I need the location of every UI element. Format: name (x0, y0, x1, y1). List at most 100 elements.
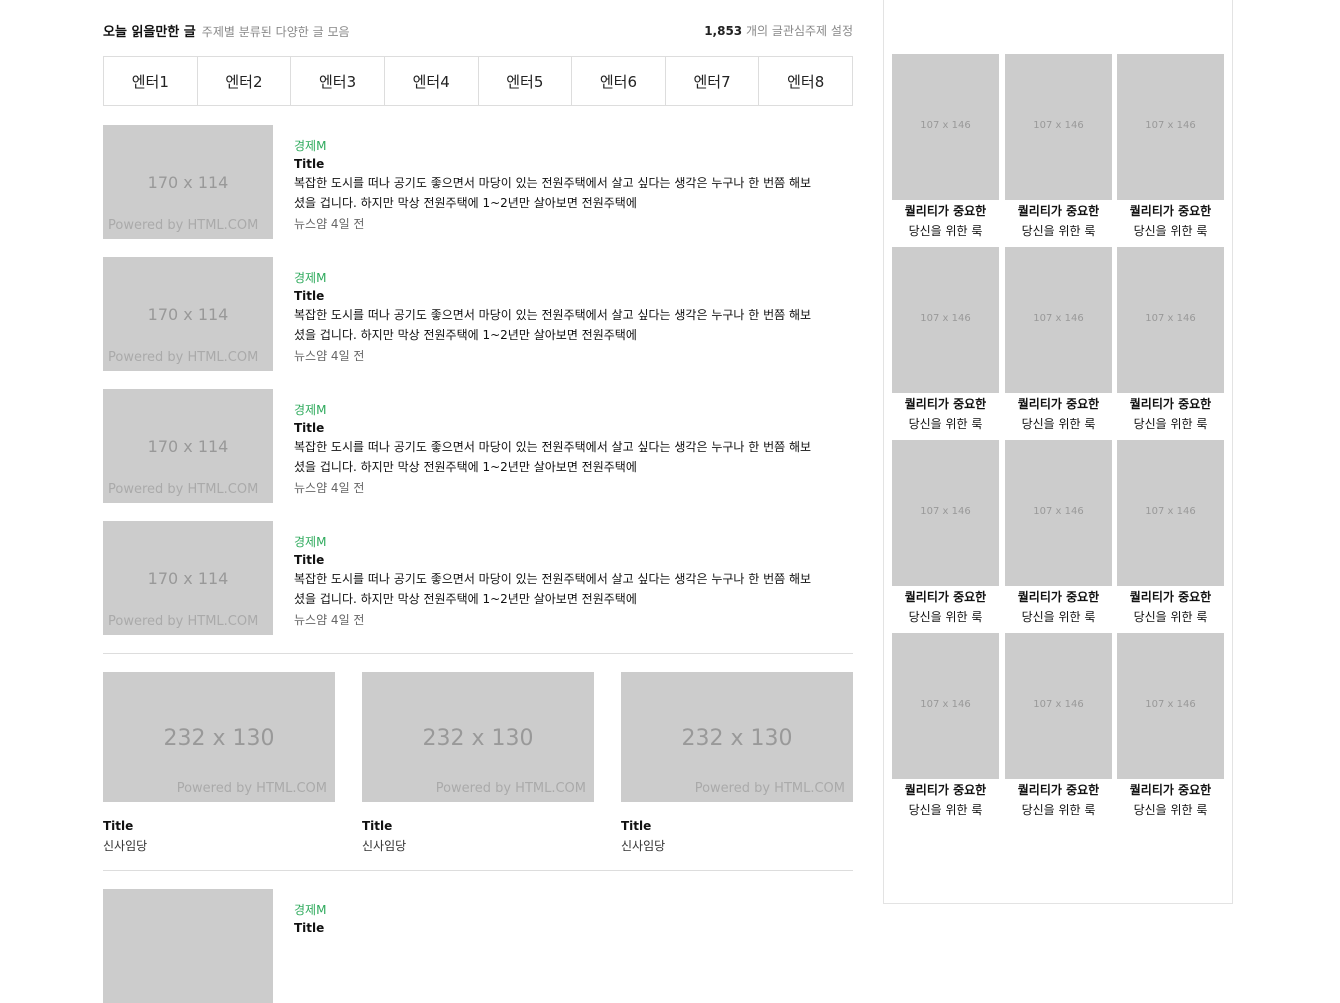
article-description: 복잡한 도시를 떠나 공기도 좋으면서 마당이 있는 전원주택에서 살고 싶다는… (294, 572, 812, 606)
article-title[interactable]: Title (294, 157, 325, 171)
divider (103, 653, 853, 654)
book-item[interactable]: 107 x 146 퀄리티가 중요한 당신을 위한 룩 (892, 247, 999, 434)
section-title: 오늘 읽을만한 글 (103, 25, 196, 40)
image-size-label: 107 x 146 (1145, 120, 1196, 131)
powered-label: Powered by HTML.COM (694, 781, 845, 796)
book-cover: 107 x 146 (1117, 247, 1224, 393)
article-item[interactable]: 170 x 114 Powered by HTML.COM 경제M Title 복… (103, 125, 853, 239)
book-item[interactable]: 107 x 146 퀄리티가 중요한 당신을 위한 룩 (892, 633, 999, 820)
image-size-label: 107 x 146 (1145, 699, 1196, 710)
card-item[interactable]: 232 x 130 Powered by HTML.COM Title 신사임당 (362, 672, 594, 856)
book-title-line2: 당신을 위한 룩 (1133, 224, 1208, 238)
book-cover: 107 x 146 (892, 247, 999, 393)
article-thumbnail: 170 x 114 Powered by HTML.COM (103, 125, 273, 239)
book-item[interactable]: 107 x 146 퀄리티가 중요한 당신을 위한 룩 (1117, 633, 1224, 820)
book-title-line1: 퀄리티가 중요한 (1129, 783, 1212, 797)
article-title[interactable]: Title (294, 921, 325, 935)
article-category: 경제M (294, 271, 327, 285)
book-cover: 107 x 146 (1117, 54, 1224, 200)
tab-7[interactable]: 엔터7 (666, 57, 760, 105)
card-title[interactable]: Title (362, 819, 393, 833)
article-title[interactable]: Title (294, 289, 325, 303)
image-size-label: 107 x 146 (920, 120, 971, 131)
article-thumbnail: 170 x 114 Powered by HTML.COM (103, 521, 273, 635)
book-item[interactable]: 107 x 146 퀄리티가 중요한 당신을 위한 룩 (1117, 247, 1224, 434)
image-size-label: 232 x 130 (422, 726, 534, 751)
tab-2[interactable]: 엔터2 (198, 57, 292, 105)
book-item[interactable]: 107 x 146 퀄리티가 중요한 당신을 위한 룩 (1117, 440, 1224, 627)
book-title-line1: 퀄리티가 중요한 (1129, 590, 1212, 604)
divider (103, 870, 853, 871)
article-meta: 뉴스얌 4일 전 (294, 349, 365, 363)
article-title[interactable]: Title (294, 553, 325, 567)
article-thumbnail (103, 889, 273, 1003)
powered-label: Powered by HTML.COM (108, 482, 259, 497)
image-size-label: 107 x 146 (1033, 699, 1084, 710)
book-title-line2: 당신을 위한 룩 (1021, 803, 1096, 817)
image-size-label: 107 x 146 (920, 699, 971, 710)
article-meta: 뉴스얌 4일 전 (294, 481, 365, 495)
book-title-line1: 퀄리티가 중요한 (1129, 397, 1212, 411)
book-item[interactable]: 107 x 146 퀄리티가 중요한 당신을 위한 룩 (1005, 440, 1112, 627)
book-title-line1: 퀄리티가 중요한 (904, 590, 987, 604)
image-size-label: 170 x 114 (147, 305, 229, 324)
article-item[interactable]: 170 x 114 Powered by HTML.COM 경제M Title 복… (103, 257, 853, 371)
article-item[interactable]: 170 x 114 Powered by HTML.COM 경제M Title 복… (103, 389, 853, 503)
book-item[interactable]: 107 x 146 퀄리티가 중요한 당신을 위한 룩 (892, 54, 999, 241)
article-description: 복잡한 도시를 떠나 공기도 좋으면서 마당이 있는 전원주택에서 살고 싶다는… (294, 308, 812, 342)
book-cover: 107 x 146 (1117, 440, 1224, 586)
image-size-label: 107 x 146 (920, 313, 971, 324)
book-title-line2: 당신을 위한 룩 (908, 803, 983, 817)
topic-count: 1,853 개의 글관심주제 설정 (704, 22, 853, 39)
article-item[interactable]: 170 x 114 Powered by HTML.COM 경제M Title 복… (103, 521, 853, 635)
card-item[interactable]: 232 x 130 Powered by HTML.COM Title 신사임당 (103, 672, 335, 856)
image-size-label: 232 x 130 (681, 726, 793, 751)
image-size-label: 107 x 146 (920, 506, 971, 517)
article-meta: 뉴스얌 4일 전 (294, 217, 365, 231)
article-category: 경제M (294, 903, 327, 917)
powered-label: Powered by HTML.COM (176, 781, 327, 796)
card-subtitle: 신사임당 (362, 839, 407, 853)
book-item[interactable]: 107 x 146 퀄리티가 중요한 당신을 위한 룩 (1117, 54, 1224, 241)
article-item[interactable]: 경제M Title (103, 889, 853, 1003)
book-cover: 107 x 146 (1005, 440, 1112, 586)
tab-1[interactable]: 엔터1 (104, 57, 198, 105)
book-panel: 107 x 146 퀄리티가 중요한 당신을 위한 룩 107 x 146 퀄리… (883, 0, 1233, 904)
article-thumbnail: 170 x 114 Powered by HTML.COM (103, 257, 273, 371)
book-cover: 107 x 146 (1117, 633, 1224, 779)
tab-3[interactable]: 엔터3 (291, 57, 385, 105)
book-title-line1: 퀄리티가 중요한 (1017, 204, 1100, 218)
tab-8[interactable]: 엔터8 (787, 72, 825, 91)
card-thumbnail: 232 x 130 Powered by HTML.COM (103, 672, 335, 802)
book-title-line1: 퀄리티가 중요한 (1129, 204, 1212, 218)
book-cover: 107 x 146 (1005, 247, 1112, 393)
card-subtitle: 신사임당 (103, 839, 148, 853)
book-cover: 107 x 146 (892, 54, 999, 200)
book-item[interactable]: 107 x 146 퀄리티가 중요한 당신을 위한 룩 (1005, 633, 1112, 820)
count-suffix: 개의 글 (746, 24, 783, 38)
image-size-label: 232 x 130 (163, 726, 275, 751)
category-tabs: 엔터1 엔터2 엔터3 엔터4 엔터5 엔터6 엔터7 엔터8 (103, 56, 853, 106)
book-title-line2: 당신을 위한 룩 (908, 610, 983, 624)
card-thumbnail: 232 x 130 Powered by HTML.COM (362, 672, 594, 802)
book-item[interactable]: 107 x 146 퀄리티가 중요한 당신을 위한 룩 (892, 440, 999, 627)
article-category: 경제M (294, 535, 327, 549)
card-item[interactable]: 232 x 130 Powered by HTML.COM Title 신사임당 (621, 672, 853, 856)
card-subtitle: 신사임당 (621, 839, 666, 853)
article-title[interactable]: Title (294, 421, 325, 435)
count-value: 1,853 (704, 24, 743, 38)
powered-label: Powered by HTML.COM (435, 781, 586, 796)
card-title[interactable]: Title (621, 819, 652, 833)
powered-label: Powered by HTML.COM (108, 614, 259, 629)
card-title[interactable]: Title (103, 819, 134, 833)
tab-4[interactable]: 엔터4 (385, 57, 479, 105)
book-item[interactable]: 107 x 146 퀄리티가 중요한 당신을 위한 룩 (1005, 54, 1112, 241)
interest-settings-link[interactable]: 관심주제 설정 (782, 24, 853, 38)
image-size-label: 170 x 114 (147, 437, 229, 456)
tab-6[interactable]: 엔터6 (572, 57, 666, 105)
tab-5[interactable]: 엔터5 (479, 57, 573, 105)
article-description: 복잡한 도시를 떠나 공기도 좋으면서 마당이 있는 전원주택에서 살고 싶다는… (294, 176, 812, 210)
article-description: 복잡한 도시를 떠나 공기도 좋으면서 마당이 있는 전원주택에서 살고 싶다는… (294, 440, 812, 474)
section-header: 오늘 읽을만한 글 주제별 분류된 다양한 글 모음 1,853 개의 글관심주제… (103, 21, 853, 41)
book-item[interactable]: 107 x 146 퀄리티가 중요한 당신을 위한 룩 (1005, 247, 1112, 434)
